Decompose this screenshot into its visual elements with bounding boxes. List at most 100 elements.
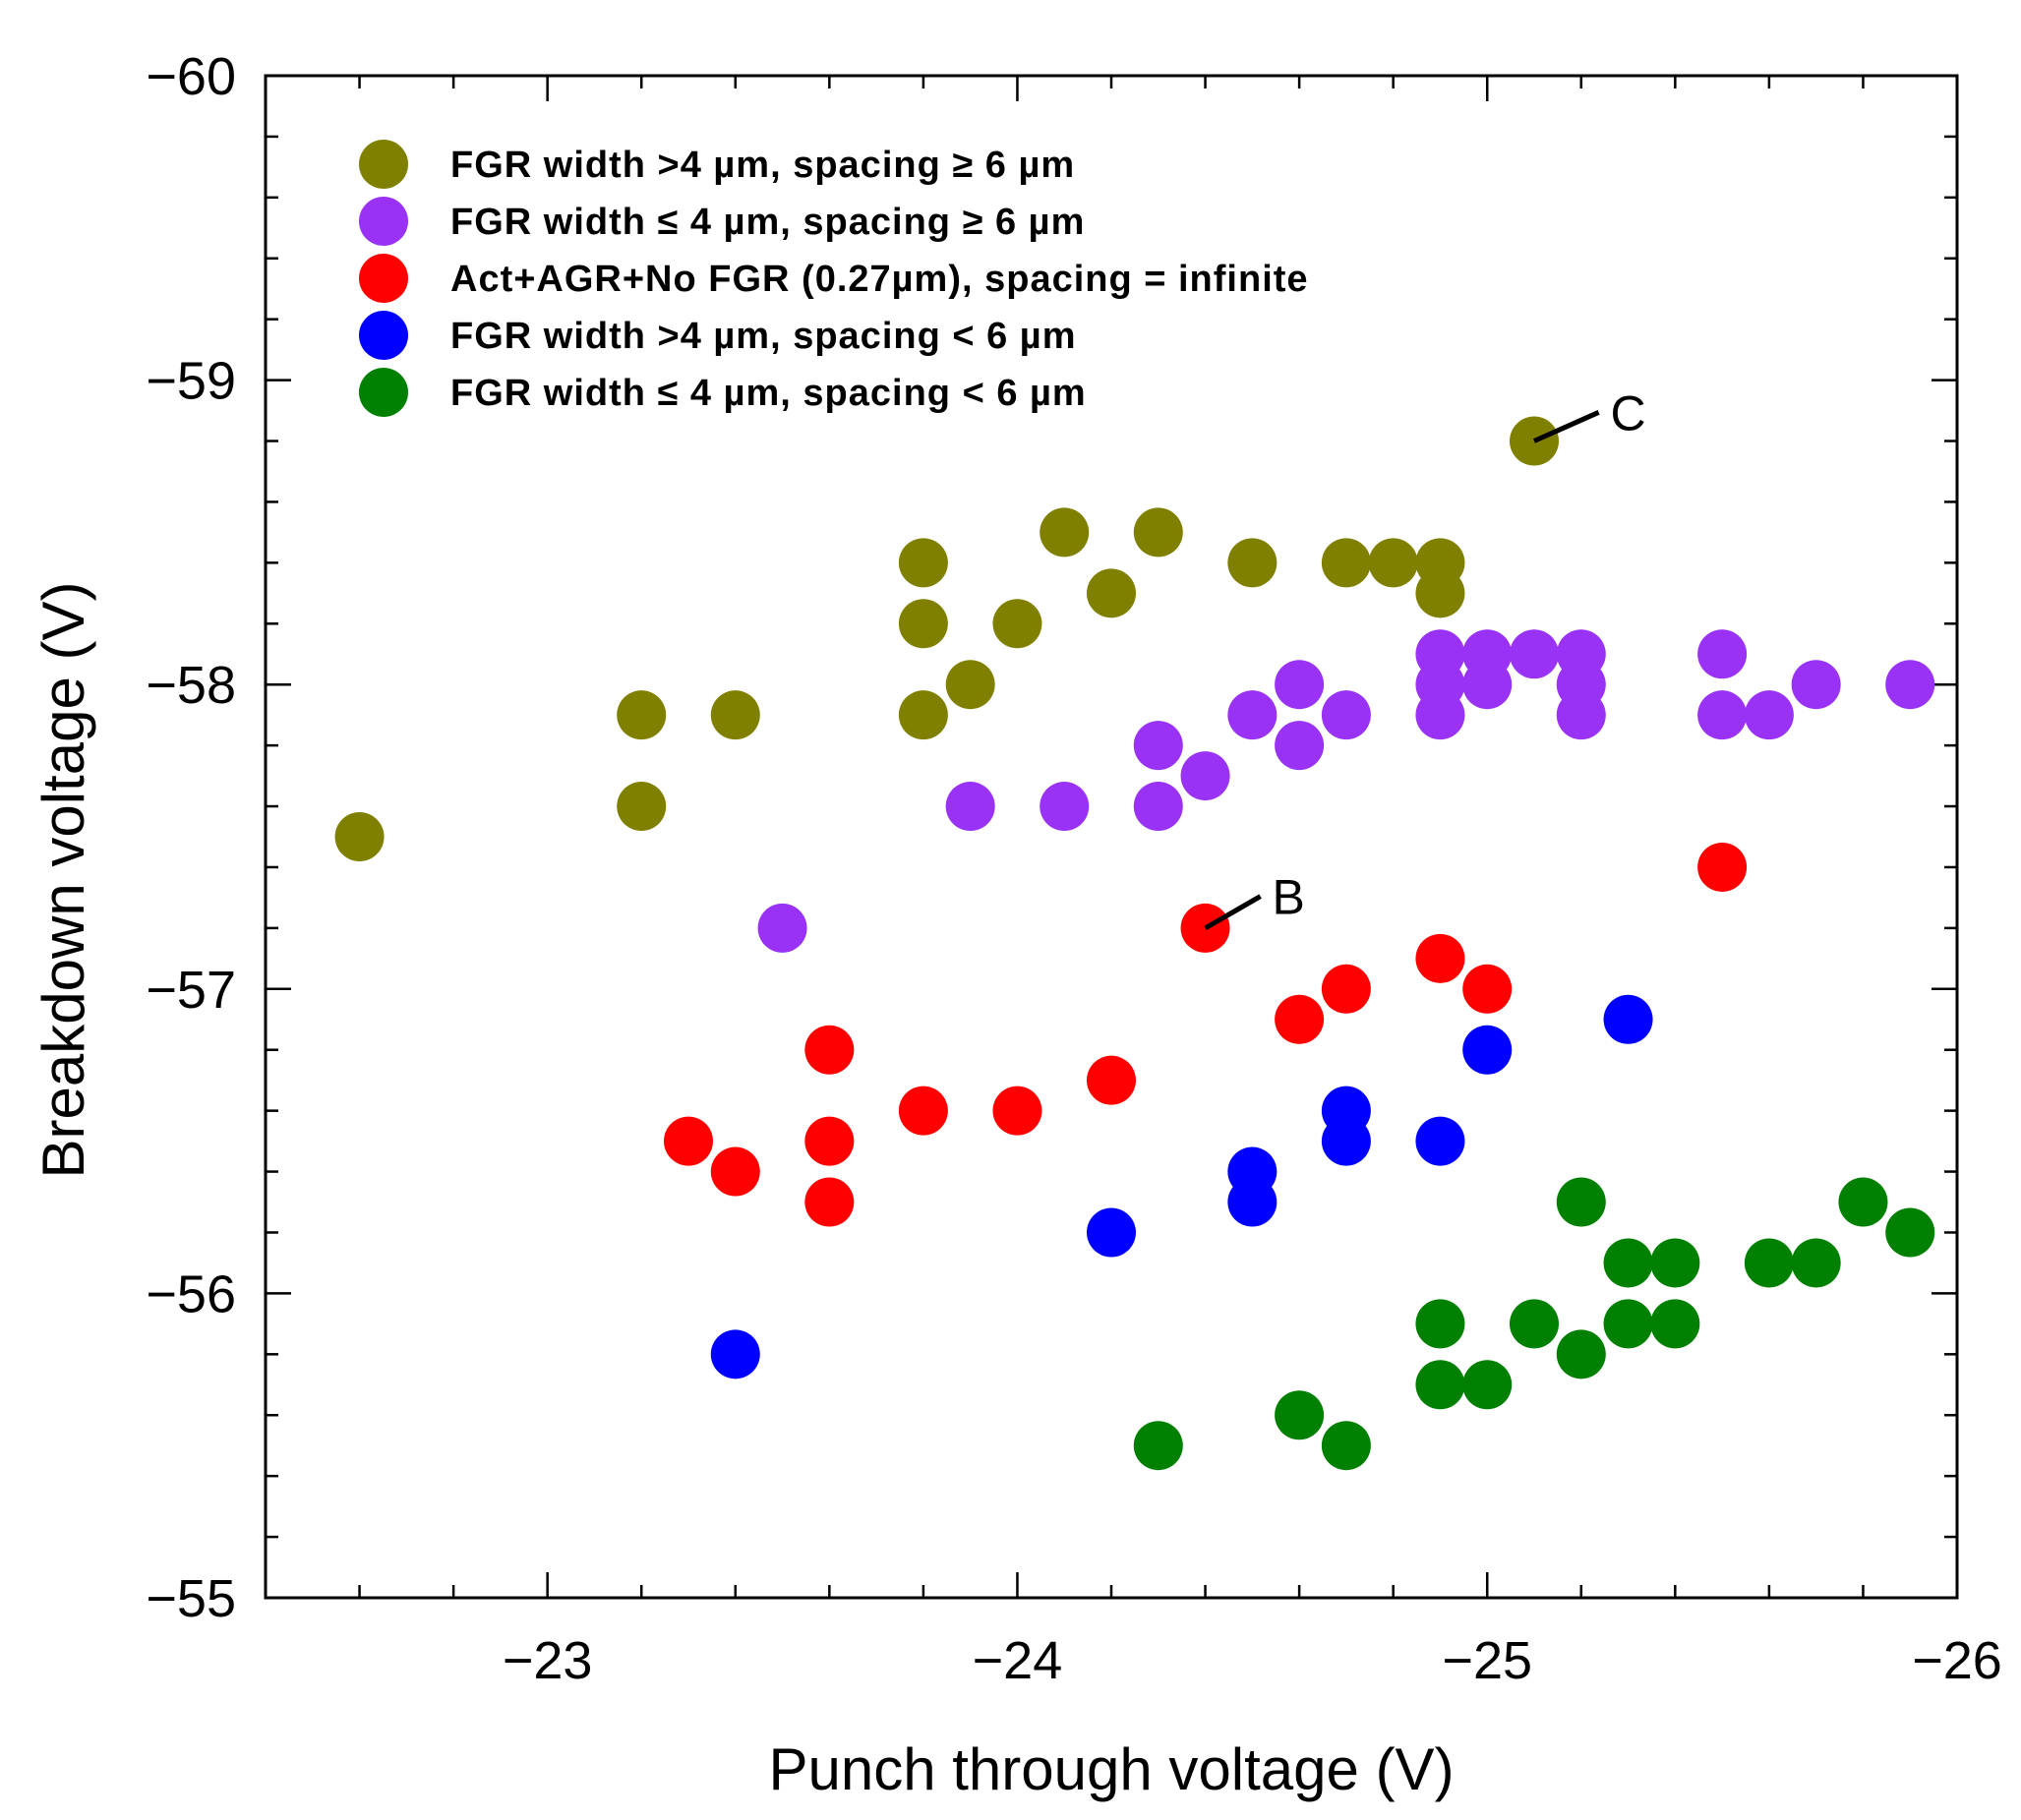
point-series-2 — [1791, 660, 1841, 710]
legend-label-3: Act+AGR+No FGR (0.27µm), spacing = infin… — [450, 259, 1309, 300]
x-axis-title: Punch through voltage (V) — [768, 1736, 1454, 1802]
point-series-1 — [617, 782, 667, 832]
point-series-3 — [898, 1086, 948, 1136]
x-tick-label: −26 — [1912, 1631, 2002, 1690]
point-series-5 — [1462, 1360, 1513, 1410]
legend-label-1: FGR width >4 µm, spacing ≥ 6 µm — [450, 145, 1075, 186]
point-series-2 — [1275, 721, 1325, 771]
point-series-3 — [664, 1116, 713, 1166]
point-series-3 — [710, 1146, 760, 1197]
point-series-3 — [804, 1025, 855, 1075]
point-series-2 — [757, 903, 807, 953]
point-series-5 — [1650, 1238, 1700, 1288]
plot-border — [264, 74, 1959, 1600]
point-series-1 — [1368, 538, 1418, 588]
point-series-1 — [1040, 507, 1090, 558]
x-tick-label: −24 — [973, 1631, 1063, 1690]
legend-marker-3 — [359, 254, 408, 303]
point-series-2 — [1697, 629, 1748, 679]
point-series-3 — [1415, 933, 1465, 983]
point-series-4 — [1415, 1116, 1465, 1166]
point-series-5 — [1275, 1390, 1325, 1440]
point-series-1 — [898, 690, 948, 740]
axis-ticks — [264, 74, 1959, 1600]
point-series-2 — [1133, 721, 1183, 771]
point-series-5 — [1838, 1177, 1888, 1227]
point-series-2 — [1510, 629, 1559, 679]
data-points — [334, 410, 1935, 1471]
plot-frame — [264, 74, 1959, 1600]
point-series-2 — [1744, 690, 1794, 740]
point-series-1 — [1133, 507, 1183, 558]
point-series-1 — [898, 599, 948, 649]
y-tick-label: −59 — [146, 352, 236, 411]
annotation-leader-top-C — [1532, 410, 1600, 443]
point-series-2 — [1180, 751, 1230, 801]
point-series-5 — [1556, 1329, 1606, 1380]
point-series-5 — [1415, 1299, 1465, 1349]
y-tick-label: −60 — [146, 47, 236, 106]
point-series-5 — [1415, 1360, 1465, 1410]
x-tick-label: −23 — [503, 1631, 593, 1690]
point-series-3 — [1697, 842, 1748, 892]
legend-marker-1 — [359, 140, 408, 189]
point-series-3 — [1321, 964, 1371, 1014]
point-series-2 — [1415, 690, 1465, 740]
y-tick-label: −56 — [146, 1264, 236, 1323]
legend-label-2: FGR width ≤ 4 µm, spacing ≥ 6 µm — [450, 202, 1085, 243]
point-series-2 — [1697, 690, 1748, 740]
axis-tick-labels: −23 −24 −25 −26 −60 −59 −58 −57 −56 −55 — [146, 47, 2001, 1690]
point-series-4 — [1321, 1116, 1371, 1166]
legend-label-4: FGR width >4 µm, spacing < 6 µm — [450, 316, 1076, 357]
point-series-3 — [1087, 1055, 1136, 1105]
point-series-2 — [1556, 690, 1606, 740]
point-series-5 — [1885, 1207, 1935, 1258]
point-series-1 — [1087, 568, 1136, 618]
legend-marker-4 — [359, 311, 408, 360]
point-series-3 — [804, 1116, 855, 1166]
point-series-2 — [1321, 690, 1371, 740]
point-series-1 — [1415, 568, 1465, 618]
point-series-2 — [1040, 782, 1090, 832]
point-series-2 — [1462, 660, 1513, 710]
x-tick-label: −25 — [1442, 1631, 1532, 1690]
point-series-4 — [1603, 994, 1653, 1044]
annotation-leader-top-B — [1204, 894, 1262, 931]
point-series-2 — [945, 782, 995, 832]
point-series-1 — [1321, 538, 1371, 588]
point-series-5 — [1603, 1238, 1653, 1288]
point-series-5 — [1650, 1299, 1700, 1349]
point-series-5 — [1744, 1238, 1794, 1288]
point-series-1 — [617, 690, 667, 740]
y-tick-label: −58 — [146, 656, 236, 715]
point-series-2 — [1885, 660, 1935, 710]
point-series-4 — [710, 1329, 760, 1380]
y-axis-title: Breakdown voltage (V) — [30, 582, 96, 1179]
point-series-2 — [1275, 660, 1325, 710]
point-series-1 — [992, 599, 1042, 649]
point-series-3 — [1275, 994, 1325, 1044]
point-series-5 — [1791, 1238, 1841, 1288]
point-series-2 — [1133, 782, 1183, 832]
annotation-label-B: B — [1273, 870, 1305, 925]
point-series-2 — [1227, 690, 1278, 740]
point-series-5 — [1133, 1421, 1183, 1471]
point-series-5 — [1321, 1421, 1371, 1471]
point-series-5 — [1556, 1177, 1606, 1227]
y-tick-label: −57 — [146, 961, 236, 1020]
legend: FGR width >4 µm, spacing ≥ 6 µm FGR width… — [359, 140, 1309, 417]
annotation-label-C: C — [1611, 385, 1646, 440]
legend-label-5: FGR width ≤ 4 µm, spacing < 6 µm — [450, 373, 1087, 414]
point-series-3 — [804, 1177, 855, 1227]
point-series-1 — [334, 812, 385, 861]
point-series-4 — [1462, 1025, 1513, 1075]
point-series-1 — [945, 660, 995, 710]
point-series-3 — [992, 1086, 1042, 1136]
point-series-4 — [1227, 1177, 1278, 1227]
point-series-5 — [1510, 1299, 1559, 1349]
point-series-5 — [1603, 1299, 1653, 1349]
point-series-1 — [898, 538, 948, 588]
y-tick-label: −55 — [146, 1569, 236, 1628]
point-series-1 — [1227, 538, 1278, 588]
